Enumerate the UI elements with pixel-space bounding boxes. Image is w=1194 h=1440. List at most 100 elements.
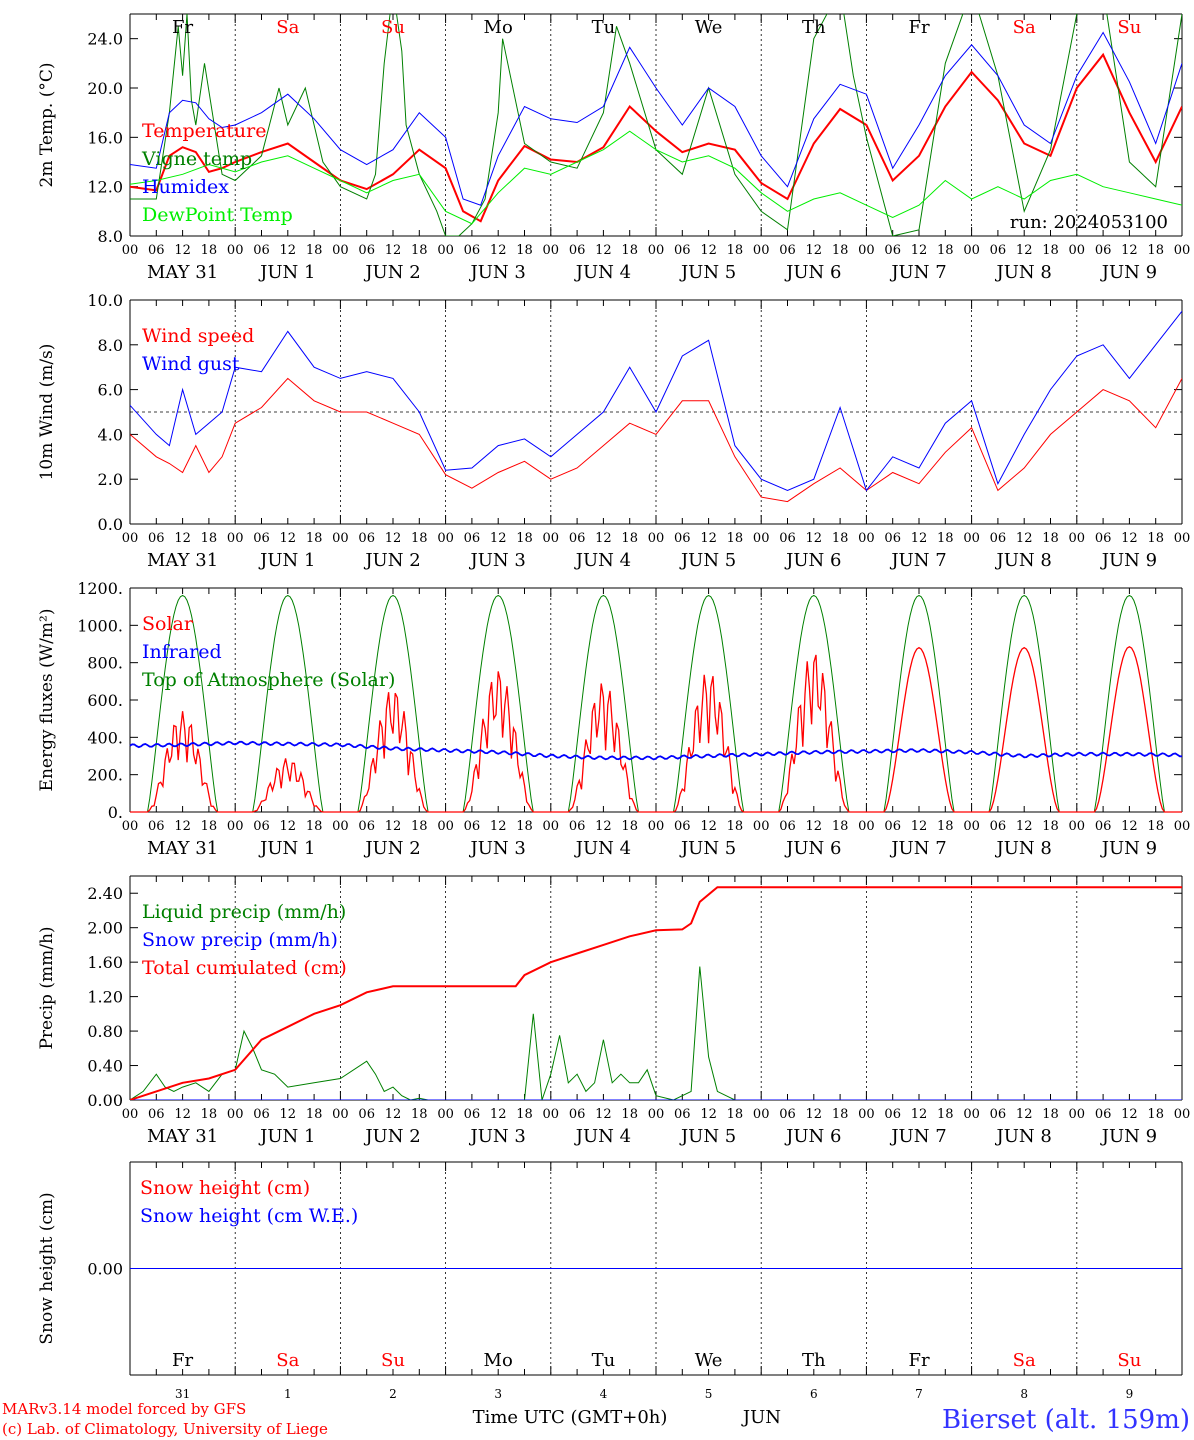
date-number: 1 (284, 1387, 292, 1401)
weekday-label-top: We (695, 17, 723, 38)
legend-entry: Humidex (142, 176, 229, 198)
x-tick-label: 12 (806, 819, 823, 834)
day-label: JUN 4 (574, 550, 631, 571)
x-tick-label: 12 (700, 819, 717, 834)
x-tick-label: 06 (1095, 243, 1112, 258)
day-label: JUN 5 (679, 550, 736, 571)
x-tick-label: 00 (858, 1107, 875, 1122)
x-tick-label: 18 (937, 243, 954, 258)
x-tick-label: 18 (727, 1107, 744, 1122)
x-tick-label: 12 (806, 243, 823, 258)
panel-4: 0.00 0.40 0.80 1.20 1.60 2.00 2.40 Precip (mm/h… (37, 875, 1190, 1147)
x-tick-label: 00 (753, 1107, 770, 1122)
x-tick-label: 18 (411, 531, 428, 546)
x-tick-label: 12 (1121, 243, 1138, 258)
x-tick-label: 06 (569, 531, 586, 546)
x-tick-label: 06 (779, 243, 796, 258)
x-tick-label: 12 (174, 531, 191, 546)
day-label: JUN 9 (1100, 550, 1157, 571)
y-tick-label: 1.20 (87, 988, 123, 1007)
x-tick-label: 00 (1174, 243, 1191, 258)
legend-entry: Snow height (cm W.E.) (140, 1205, 358, 1227)
weekday-label-top: Sa (1013, 17, 1036, 38)
weekday-label-top: Th (802, 17, 826, 38)
day-label: JUN 8 (995, 550, 1052, 571)
day-label: JUN 7 (889, 262, 946, 283)
x-tick-label: 12 (595, 819, 612, 834)
date-number: 5 (705, 1387, 713, 1401)
x-tick-label: 18 (1147, 819, 1164, 834)
x-tick-label: 00 (122, 1107, 139, 1122)
x-tick-label: 12 (700, 1107, 717, 1122)
x-tick-label: 18 (516, 531, 533, 546)
x-tick-label: 00 (1069, 243, 1086, 258)
x-tick-label: 06 (1095, 1107, 1112, 1122)
x-tick-label: 18 (832, 819, 849, 834)
day-label: JUN 5 (679, 1126, 736, 1147)
y-tick-label: 0.00 (87, 1091, 123, 1110)
x-tick-label: 18 (937, 1107, 954, 1122)
weekday-label-top: Su (1117, 17, 1141, 38)
x-tick-label: 18 (1042, 1107, 1059, 1122)
x-tick-label: 00 (858, 531, 875, 546)
credit-line-2: (c) Lab. of Climatology, University of L… (2, 1420, 328, 1438)
panel-3: 0. 200. 400. 600. 800. 1000. 1200. Energy fluxe… (37, 579, 1190, 859)
y-tick-label: 6.0 (98, 381, 123, 400)
day-label: MAY 31 (147, 550, 218, 571)
x-tick-label: 06 (148, 243, 165, 258)
day-label: JUN 2 (363, 838, 420, 859)
x-tick-label: 00 (332, 243, 349, 258)
x-tick-label: 12 (595, 243, 612, 258)
x-tick-label: 18 (1042, 243, 1059, 258)
x-tick-label: 06 (464, 531, 481, 546)
x-tick-label: 12 (595, 1107, 612, 1122)
day-label: JUN 3 (469, 550, 526, 571)
legend-entry: Wind gust (142, 353, 240, 375)
x-tick-label: 12 (1121, 819, 1138, 834)
x-tick-label: 06 (990, 531, 1007, 546)
y-tick-label: 600. (87, 691, 123, 710)
weekday-label-bottom: Mo (484, 1350, 513, 1371)
series-line-dewpoint-temp (130, 130, 1182, 225)
day-label: JUN 4 (574, 838, 631, 859)
y-tick-label: 16.0 (87, 128, 123, 147)
day-label: JUN 9 (1100, 1126, 1157, 1147)
y-tick-label: 2.00 (87, 919, 123, 938)
date-number: 31 (175, 1387, 190, 1401)
panel-2: 0.0 2.0 4.0 6.0 8.0 10.0 10m Wind (m/s) 00 06 12 1… (37, 291, 1190, 571)
x-tick-label: 06 (253, 243, 270, 258)
x-tick-label: 06 (464, 1107, 481, 1122)
x-tick-label: 12 (1016, 819, 1033, 834)
x-tick-label: 00 (227, 1107, 244, 1122)
legend-entry: Snow precip (mm/h) (142, 929, 338, 951)
series-line-temperature (130, 52, 1182, 223)
weekday-label-bottom: Fr (172, 1350, 193, 1371)
x-tick-label: 06 (884, 531, 901, 546)
y-tick-label: 4.0 (98, 425, 123, 444)
x-tick-label: 18 (621, 819, 638, 834)
day-label: JUN 9 (1100, 262, 1157, 283)
x-tick-label: 00 (1069, 1107, 1086, 1122)
series-line-total-cumulated-cm- (130, 886, 1182, 1100)
x-tick-label: 18 (727, 819, 744, 834)
legend-entry: Top of Atmosphere (Solar) (142, 669, 395, 691)
date-number: 9 (1126, 1387, 1134, 1401)
x-tick-label: 18 (621, 531, 638, 546)
series-line-wind-speed (130, 377, 1182, 503)
x-tick-label: 18 (1147, 1107, 1164, 1122)
day-label: JUN 6 (784, 838, 841, 859)
x-tick-label: 00 (332, 531, 349, 546)
x-tick-label: 00 (753, 531, 770, 546)
x-tick-label: 06 (253, 1107, 270, 1122)
y-tick-label: 0.0 (98, 515, 123, 534)
x-tick-label: 06 (464, 243, 481, 258)
weekday-label-top: Tu (592, 17, 616, 38)
x-tick-label: 12 (385, 819, 402, 834)
x-tick-label: 00 (648, 1107, 665, 1122)
date-number: 8 (1020, 1387, 1028, 1401)
x-tick-label: 06 (464, 819, 481, 834)
weekday-label-bottom: Su (381, 1350, 405, 1371)
day-label: JUN 3 (469, 838, 526, 859)
day-label: JUN 2 (363, 1126, 420, 1147)
